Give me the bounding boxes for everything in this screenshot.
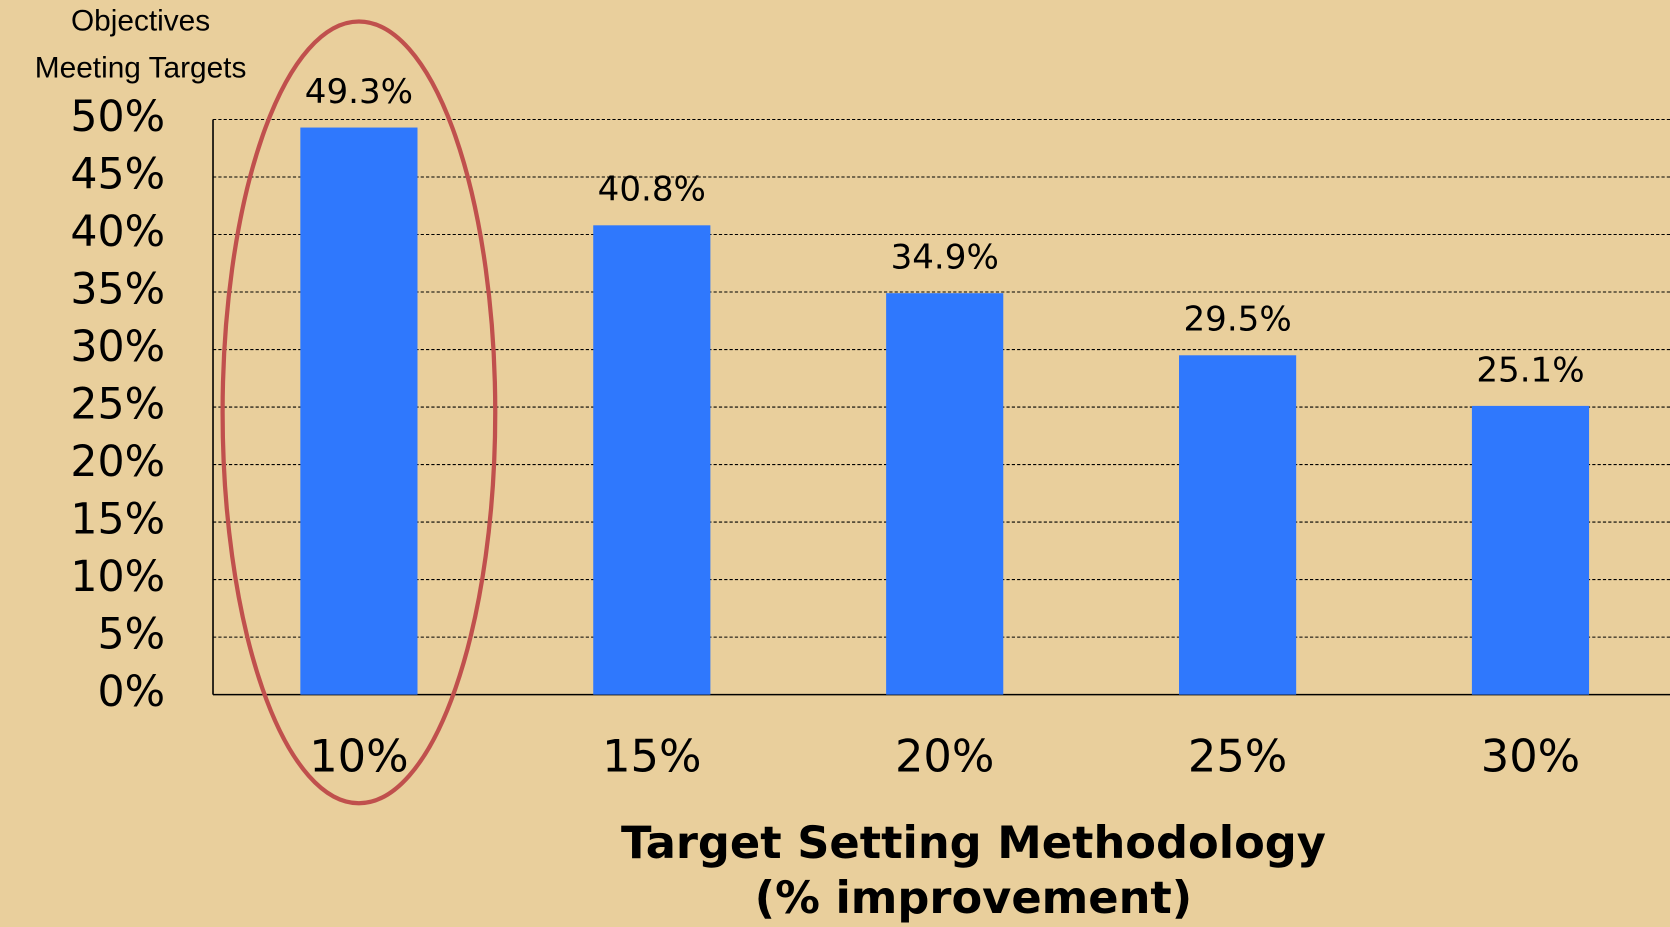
data-label: 49.3% <box>305 72 413 112</box>
y-tick-label: 40% <box>70 207 165 257</box>
x-tick-label: 20% <box>895 730 994 783</box>
y-tick-label: 5% <box>98 610 166 660</box>
highlight-ellipse <box>220 19 498 806</box>
data-label: 40.8% <box>598 170 706 210</box>
data-label: 29.5% <box>1183 300 1291 340</box>
y-tick-label: 20% <box>70 437 165 487</box>
x-axis-label: Target Setting Methodology <box>621 816 1326 869</box>
bar <box>1471 405 1590 695</box>
plot-area: 0% 5% 10% 15% 20% 25% 30% 35% 40% 45% 50% 10% 49.3% 1… <box>70 72 1670 783</box>
x-axis-label: (% improvement) <box>755 871 1193 924</box>
x-tick-label: 15% <box>602 730 701 783</box>
y-tick-label: 0% <box>98 667 166 717</box>
y-tick-label: 15% <box>70 495 165 545</box>
y-tick-label: 35% <box>70 265 165 315</box>
data-label: 25.1% <box>1476 350 1584 390</box>
y-axis-label: Meeting Targets <box>35 51 247 84</box>
data-label: 34.9% <box>891 238 999 278</box>
bar <box>886 293 1004 695</box>
y-tick-label: 30% <box>70 322 165 372</box>
x-tick-label: 10% <box>309 730 408 783</box>
x-tick-label: 25% <box>1188 730 1287 783</box>
y-axis-label: Objectives <box>71 4 210 37</box>
bar <box>1179 355 1297 695</box>
y-tick-label: 45% <box>70 150 165 200</box>
y-tick-label: 50% <box>70 92 165 142</box>
y-tick-label: 10% <box>70 552 165 602</box>
bar <box>300 127 418 695</box>
bar <box>593 225 711 695</box>
x-tick-label: 30% <box>1481 730 1580 783</box>
y-tick-label: 25% <box>70 380 165 430</box>
